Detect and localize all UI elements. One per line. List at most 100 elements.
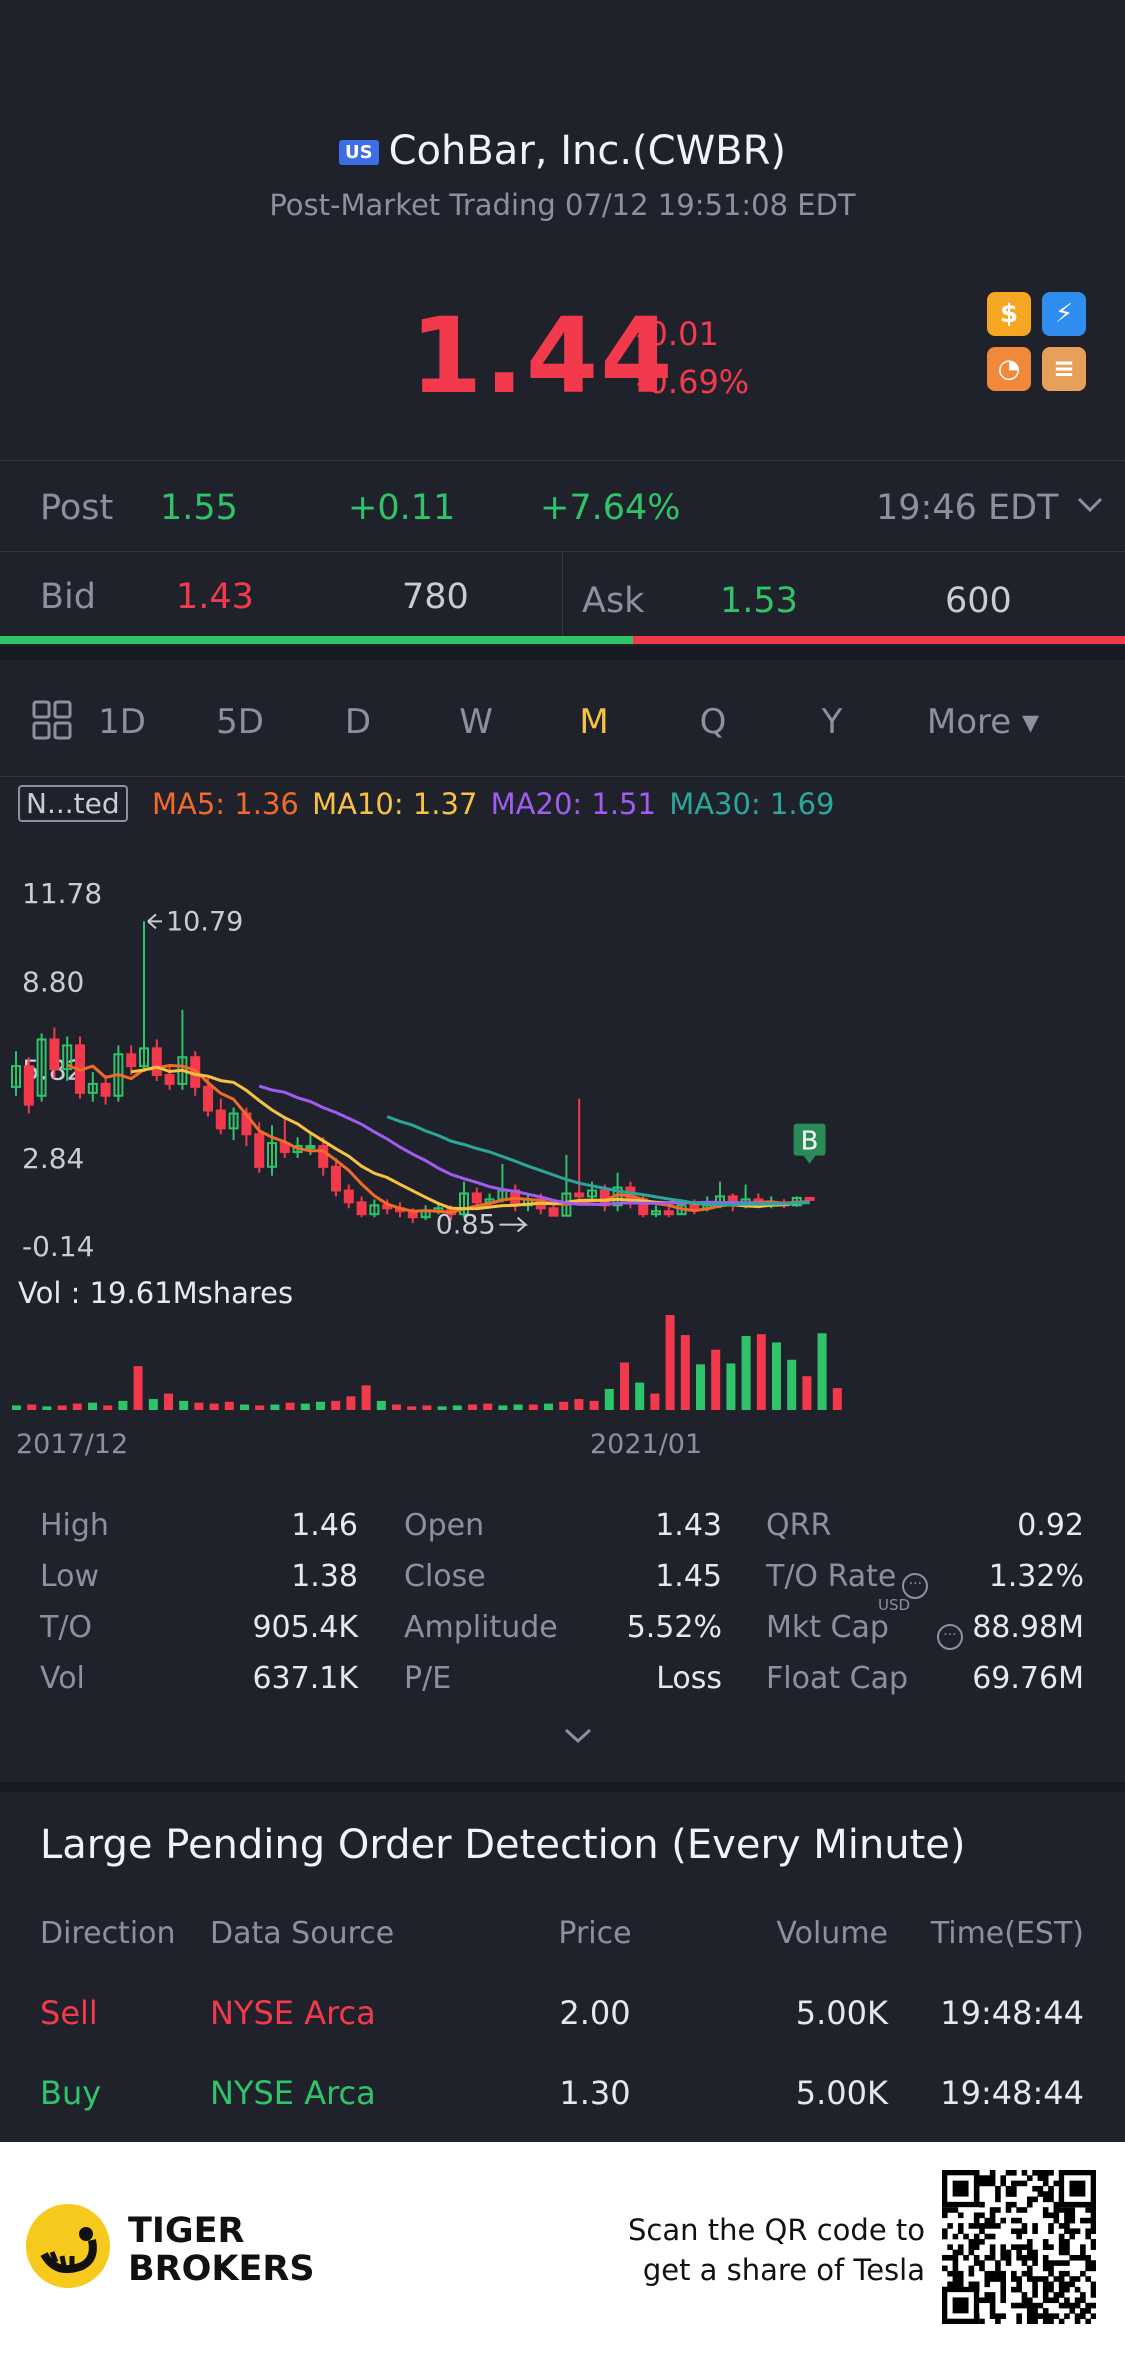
- volume-bar: [179, 1400, 189, 1410]
- post-time-dropdown[interactable]: 19:46 EDT: [876, 488, 1104, 528]
- lightning-icon[interactable]: ⚡: [1042, 292, 1086, 336]
- qr-module: [1042, 2212, 1049, 2219]
- order-row-cell: NYSE Arca: [210, 2074, 376, 2112]
- candle-body: [87, 1082, 98, 1094]
- tab-period-w[interactable]: W: [459, 702, 493, 742]
- brand-line-2: BROKERS: [128, 2249, 315, 2289]
- tab-period-d[interactable]: D: [344, 702, 372, 742]
- qr-module: [1085, 2254, 1091, 2261]
- layers-icon[interactable]: ≡: [1042, 347, 1086, 391]
- qr-module: [952, 2260, 959, 2266]
- order-row-cell: 1.30: [559, 2074, 631, 2112]
- qr-module: [1064, 2239, 1070, 2245]
- qr-module: [1042, 2196, 1049, 2203]
- qr-module: [1021, 2302, 1028, 2309]
- qr-module: [1000, 2217, 1007, 2224]
- stat-label-qrr: QRR: [766, 1508, 832, 1543]
- candle-body: [459, 1192, 469, 1216]
- expand-chevron-icon[interactable]: [562, 1726, 594, 1750]
- tab-period-y[interactable]: Y: [821, 702, 843, 742]
- volume-bar: [57, 1405, 67, 1410]
- qr-module: [1026, 2249, 1033, 2256]
- qr-module: [1021, 2223, 1028, 2229]
- qr-module: [1011, 2170, 1017, 2176]
- qr-module: [1053, 2297, 1060, 2304]
- info-icon[interactable]: ···: [936, 1624, 963, 1650]
- qr-module: [1005, 2201, 1012, 2208]
- qr-module: [1000, 2180, 1007, 2187]
- volume-bar: [620, 1362, 629, 1410]
- y-tick-label: 2.84: [22, 1142, 84, 1175]
- volume-bar: [376, 1400, 386, 1410]
- volume-bar: [118, 1400, 128, 1410]
- qr-module: [989, 2249, 996, 2256]
- qr-module: [1000, 2175, 1007, 2181]
- qr-module: [968, 2249, 975, 2256]
- qr-module: [995, 2276, 1001, 2282]
- qr-module: [952, 2254, 959, 2261]
- qr-module: [1000, 2254, 1007, 2261]
- grid-layout-icon[interactable]: [32, 700, 72, 744]
- ask-size: 600: [945, 581, 1012, 621]
- tab-period-m[interactable]: M: [579, 702, 609, 742]
- stat-value-close: 1.45: [655, 1559, 722, 1594]
- qr-module: [1048, 2318, 1054, 2324]
- tab-period-5d[interactable]: 5D: [216, 702, 264, 742]
- tab-period-q[interactable]: Q: [699, 702, 727, 742]
- qr-module: [1011, 2228, 1017, 2235]
- volume-bar: [209, 1403, 219, 1410]
- qr-module: [1058, 2233, 1065, 2240]
- chart-pie-icon[interactable]: ◔: [987, 347, 1031, 391]
- volume-bar: [696, 1364, 705, 1410]
- volume-bar: [498, 1405, 508, 1410]
- qr-module: [1016, 2254, 1022, 2261]
- qr-module: [1026, 2265, 1033, 2272]
- tab-period-more[interactable]: More ▾: [926, 702, 1040, 742]
- volume-bar: [331, 1400, 341, 1410]
- qr-module: [1032, 2286, 1038, 2293]
- qr-module: [1000, 2276, 1007, 2282]
- qr-module: [1090, 2223, 1096, 2229]
- qr-module: [957, 2276, 964, 2282]
- candle-body: [203, 1085, 213, 1112]
- stock-name: CohBar, Inc.(CWBR): [388, 128, 786, 174]
- qr-module: [1048, 2297, 1054, 2304]
- qr-module: [973, 2233, 980, 2240]
- qr-module: [1026, 2239, 1033, 2245]
- qr-module: [1080, 2249, 1086, 2256]
- qr-module: [957, 2249, 964, 2256]
- qr-module: [1048, 2281, 1054, 2288]
- volume-bar: [665, 1315, 675, 1410]
- qr-module: [1021, 2228, 1028, 2235]
- stat-label-float-cap: Float Cap: [766, 1661, 909, 1696]
- tab-period-1d[interactable]: 1D: [98, 702, 146, 742]
- qr-code-icon[interactable]: [942, 2170, 1096, 2324]
- qr-module: [1074, 2228, 1081, 2235]
- qr-finder: [1069, 2180, 1086, 2197]
- candle-body: [49, 1038, 60, 1071]
- qr-module: [1080, 2270, 1086, 2277]
- qr-module: [989, 2254, 996, 2261]
- qr-module: [1080, 2292, 1086, 2298]
- qr-module: [979, 2260, 985, 2266]
- volume-bar: [513, 1404, 523, 1410]
- info-icon[interactable]: ···: [902, 1573, 929, 1599]
- qr-module: [1053, 2313, 1060, 2319]
- adjustment-toggle[interactable]: N...ted: [18, 785, 128, 822]
- dollar-icon[interactable]: $: [987, 292, 1031, 336]
- qr-module: [952, 2270, 959, 2277]
- volume-bar: [802, 1376, 812, 1410]
- qr-module: [1032, 2196, 1038, 2203]
- qr-module: [1090, 2265, 1096, 2272]
- qr-module: [957, 2244, 964, 2250]
- qr-module: [973, 2223, 980, 2229]
- qr-module: [1080, 2297, 1086, 2304]
- qr-module: [995, 2185, 1001, 2192]
- candle-body: [343, 1189, 354, 1204]
- us-flag-badge: US: [339, 140, 379, 165]
- qr-module: [1058, 2244, 1065, 2250]
- qr-module: [1085, 2302, 1091, 2309]
- qr-module: [979, 2318, 985, 2324]
- qr-module: [1005, 2170, 1012, 2176]
